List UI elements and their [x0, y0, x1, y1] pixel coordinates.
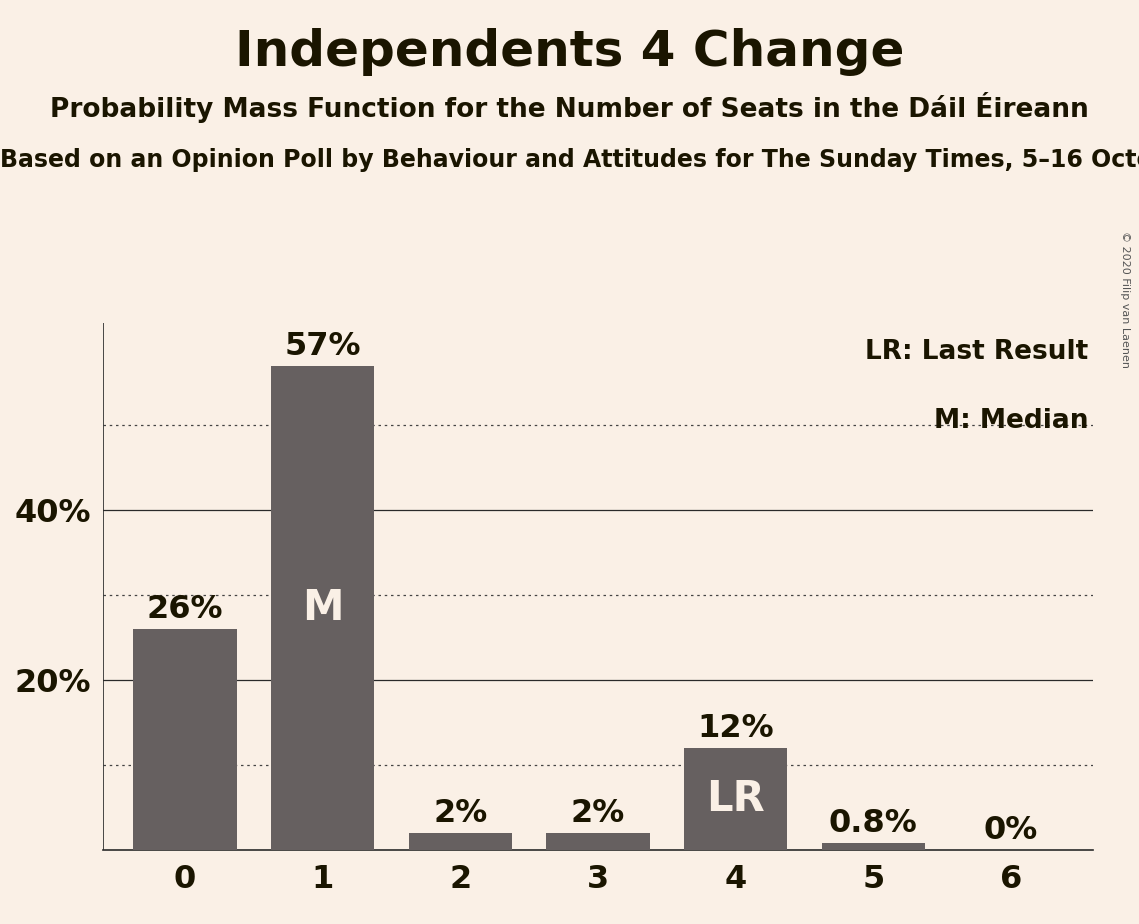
Text: 12%: 12%	[697, 713, 773, 744]
Text: M: Median: M: Median	[934, 407, 1089, 433]
Bar	[133, 629, 237, 850]
Text: 57%: 57%	[285, 331, 361, 361]
Text: 2%: 2%	[571, 797, 625, 829]
Text: 2%: 2%	[433, 797, 487, 829]
Text: 0%: 0%	[984, 815, 1038, 845]
Bar	[271, 366, 375, 850]
Text: Independents 4 Change: Independents 4 Change	[235, 28, 904, 76]
Text: LR: Last Result: LR: Last Result	[866, 339, 1089, 365]
Bar	[685, 748, 787, 850]
Bar	[409, 833, 511, 850]
Text: 26%: 26%	[147, 594, 223, 625]
Text: Based on an Opinion Poll by Behaviour and Attitudes for The Sunday Times, 5–16 O: Based on an Opinion Poll by Behaviour an…	[0, 148, 1139, 172]
Bar	[821, 844, 925, 850]
Text: Probability Mass Function for the Number of Seats in the Dáil Éireann: Probability Mass Function for the Number…	[50, 92, 1089, 124]
Bar	[547, 833, 649, 850]
Text: M: M	[302, 587, 344, 629]
Text: © 2020 Filip van Laenen: © 2020 Filip van Laenen	[1121, 231, 1130, 368]
Text: 0.8%: 0.8%	[829, 808, 918, 839]
Text: LR: LR	[706, 778, 765, 821]
